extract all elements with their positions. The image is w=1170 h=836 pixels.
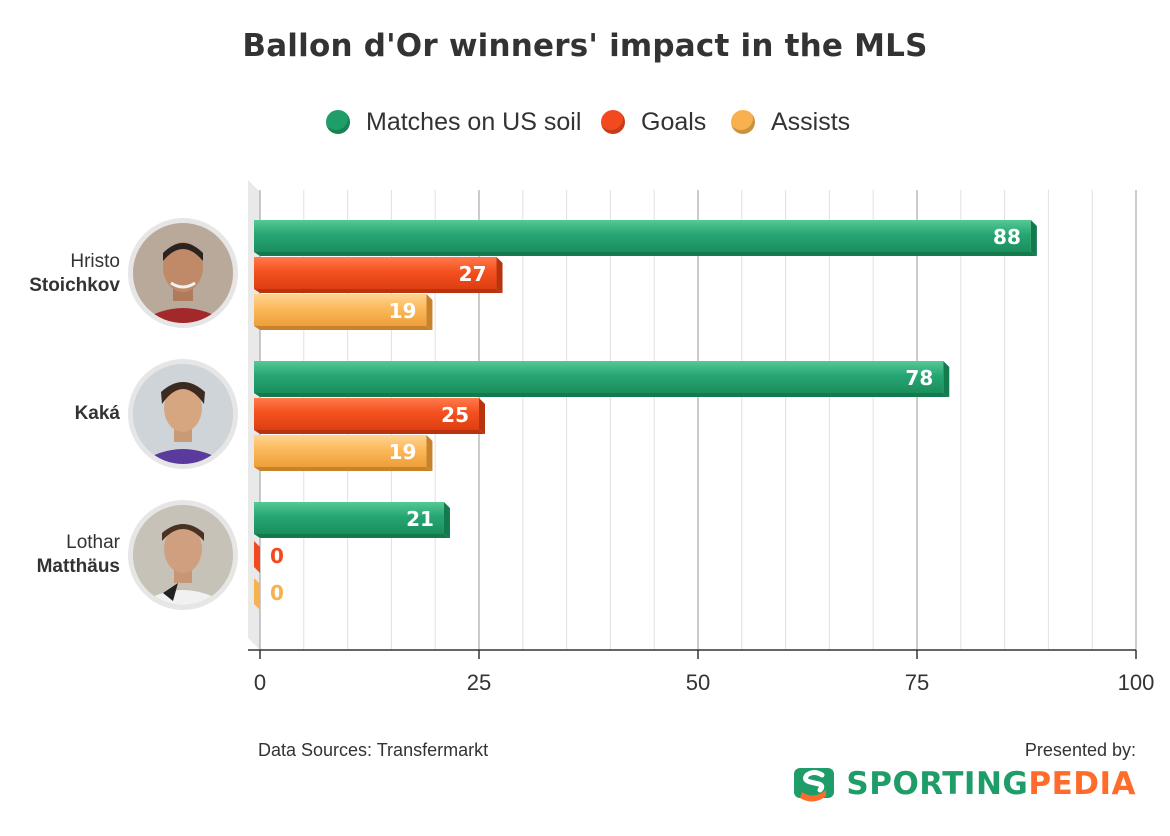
bar-zero-stub bbox=[254, 578, 260, 610]
bar-value-label: 25 bbox=[441, 403, 469, 427]
bar-bottom-face bbox=[254, 430, 485, 434]
bar-value-label: 19 bbox=[389, 299, 417, 323]
bar-end-cap bbox=[479, 398, 485, 434]
legend-item-matches: Matches on US soil bbox=[326, 104, 581, 140]
player-photo-stoichkov bbox=[128, 218, 238, 328]
bar-end-cap bbox=[426, 435, 433, 471]
legend: Matches on US soil Goals Assists bbox=[0, 104, 1170, 140]
bar-end-cap bbox=[1030, 220, 1037, 256]
player-photo-matthaus bbox=[128, 500, 238, 610]
legend-swatch-assists bbox=[731, 110, 755, 134]
bar bbox=[254, 294, 427, 326]
legend-swatch-matches bbox=[326, 110, 350, 134]
bar-value-label: 0 bbox=[270, 581, 284, 605]
x-tick-label: 25 bbox=[467, 670, 491, 695]
brand-name: SPORTINGPEDIA bbox=[846, 766, 1136, 802]
legend-item-assists: Assists bbox=[731, 104, 850, 140]
bar-bottom-face bbox=[254, 467, 433, 471]
bar bbox=[254, 502, 444, 534]
bar-end-cap bbox=[943, 361, 950, 397]
bar-bottom-face bbox=[254, 252, 1037, 256]
bar-value-label: 21 bbox=[406, 507, 434, 531]
bar-value-label: 0 bbox=[270, 544, 284, 568]
bar-value-label: 88 bbox=[993, 225, 1021, 249]
player-last-name: Matthäus bbox=[36, 556, 120, 577]
player-first-name: Hristo bbox=[70, 251, 120, 272]
bar-value-label: 78 bbox=[905, 366, 933, 390]
bar-value-label: 19 bbox=[389, 440, 417, 464]
sportingpedia-logo-icon bbox=[794, 768, 835, 802]
bar-bottom-face bbox=[254, 326, 433, 330]
bar-end-cap bbox=[426, 294, 433, 330]
x-tick-label: 50 bbox=[686, 670, 710, 695]
player-name-stoichkov: Hristo Stoichkov bbox=[0, 250, 120, 298]
data-source: Data Sources: Transfermarkt bbox=[258, 740, 489, 760]
bar-bottom-face bbox=[254, 289, 503, 293]
player-first-name: Lothar bbox=[66, 532, 120, 553]
brand-name-part1: SPORTING bbox=[846, 766, 1029, 802]
player-last-name: Kaká bbox=[74, 403, 120, 424]
bar-bottom-face bbox=[254, 393, 950, 397]
legend-swatch-goals bbox=[601, 110, 625, 134]
player-name-kaka: Kaká bbox=[0, 402, 120, 426]
bar-end-cap bbox=[496, 257, 503, 293]
bar bbox=[254, 398, 479, 430]
bar-end-cap bbox=[443, 502, 450, 538]
x-tick-label: 100 bbox=[1118, 670, 1155, 695]
brand-name-part2: PEDIA bbox=[1028, 766, 1136, 802]
x-tick-label: 75 bbox=[905, 670, 929, 695]
bar bbox=[254, 257, 497, 289]
sportingpedia-logo: SPORTINGPEDIA bbox=[792, 762, 1136, 806]
bar bbox=[254, 220, 1031, 252]
legend-label-goals: Goals bbox=[641, 107, 707, 136]
player-last-name: Stoichkov bbox=[29, 275, 120, 296]
legend-item-goals: Goals bbox=[601, 104, 706, 140]
x-tick-label: 0 bbox=[254, 670, 266, 695]
bar bbox=[254, 435, 427, 467]
player-photo-kaka bbox=[128, 359, 238, 469]
player-name-matthaus: Lothar Matthäus bbox=[0, 531, 120, 579]
legend-label-matches: Matches on US soil bbox=[366, 107, 582, 136]
legend-label-assists: Assists bbox=[771, 107, 851, 136]
bar-value-label: 27 bbox=[459, 262, 487, 286]
presented-by: Presented by: bbox=[1024, 740, 1136, 760]
chart-title: Ballon d'Or winners' impact in the MLS bbox=[242, 28, 928, 64]
bar-bottom-face bbox=[254, 534, 450, 538]
bar-zero-stub bbox=[254, 541, 260, 573]
bar bbox=[254, 361, 944, 393]
